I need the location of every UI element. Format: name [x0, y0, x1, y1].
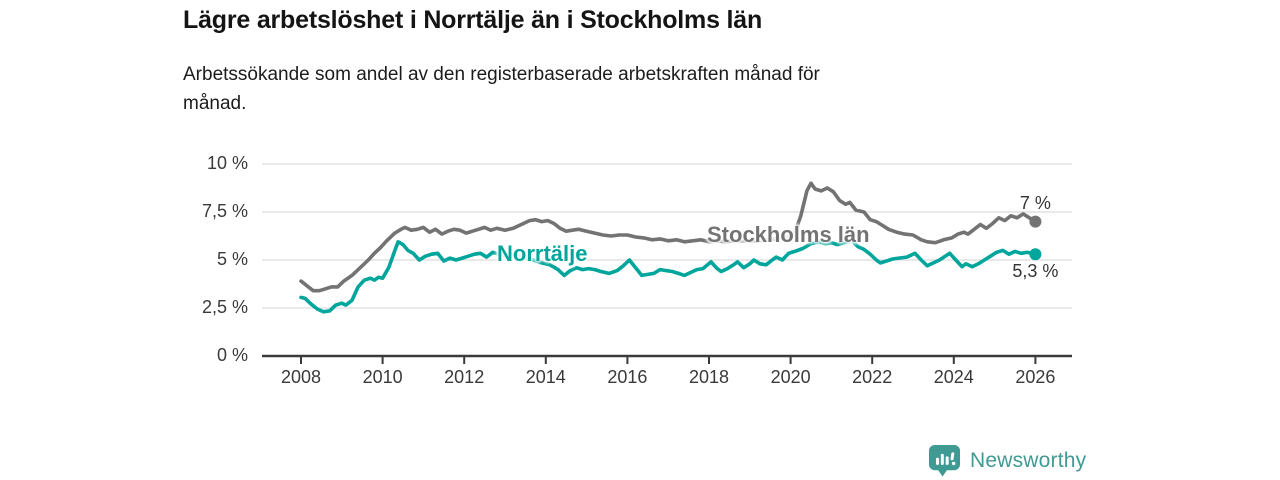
x-tick-label-2016: 2016 [607, 367, 648, 387]
end-dot-series-0 [1029, 215, 1042, 228]
x-tick-label-2008: 2008 [280, 367, 322, 387]
line-series-0 [299, 181, 1038, 293]
x-tick-label-2014: 2014 [525, 367, 566, 387]
newsworthy-logo-text: Newsworthy [970, 448, 1087, 472]
line-series-1 [299, 239, 1038, 314]
x-tick-label-2022: 2022 [852, 367, 893, 387]
x-tick-label-2026: 2026 [1015, 367, 1056, 387]
series-label-stockholms-lan: Stockholms län [707, 222, 870, 247]
x-tick-label-2024: 2024 [933, 367, 974, 387]
chart-subtitle: Arbetssökande som andel av den registerb… [183, 64, 820, 114]
x-tick-label-2020: 2020 [770, 367, 811, 387]
x-tick-label-2018: 2018 [688, 367, 730, 387]
series-label-norrtalje: Norrtälje [497, 241, 588, 266]
x-tick-label-2012: 2012 [444, 367, 485, 387]
y-tick-label-2.5: 2,5 % [201, 297, 248, 317]
newsworthy-logo[interactable]: Newsworthy [928, 444, 1086, 477]
y-tick-label-7.5: 7,5 % [201, 201, 248, 221]
y-tick-label-10: 10 % [206, 153, 248, 173]
end-value-norrtalje: 5,3 % [1012, 261, 1059, 282]
end-value-stockholms-lan: 7 % [1019, 192, 1051, 213]
chart-title: Lägre arbetslöshet i Norrtälje än i Stoc… [183, 6, 763, 34]
y-tick-label-0: 0 % [216, 345, 248, 365]
x-tick-label-2010: 2010 [362, 367, 403, 387]
bar-chart-speech-bubble-icon [928, 444, 961, 477]
end-dot-series-1 [1029, 248, 1042, 261]
y-tick-label-5: 5 % [216, 249, 248, 269]
